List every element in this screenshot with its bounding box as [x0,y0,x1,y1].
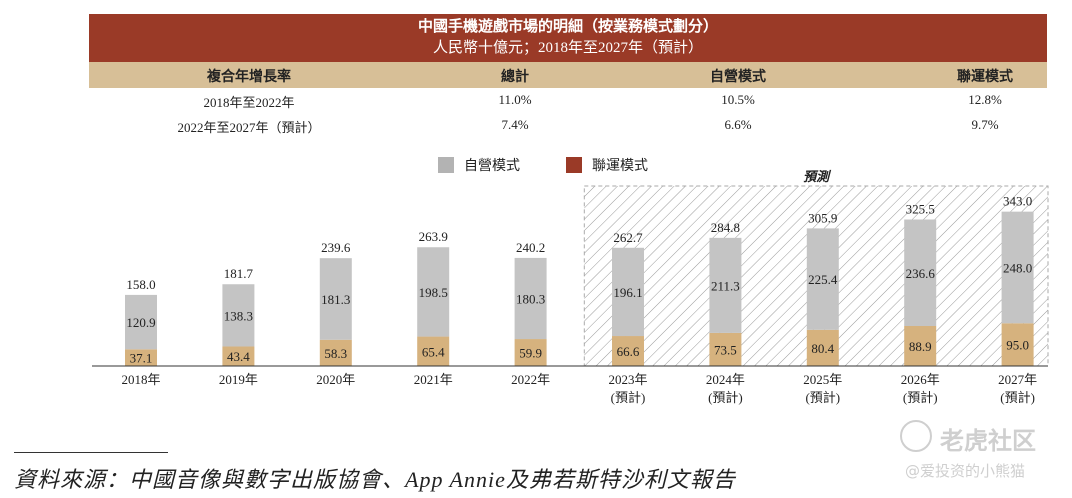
data-label-total: 181.7 [224,266,254,281]
footer-divider [14,452,168,453]
bar-segment-joint [514,339,547,366]
cagr-value: 11.0% [498,92,532,107]
bar-segment-joint [1001,323,1034,366]
data-label-joint: 95.0 [1006,338,1029,353]
data-label-total: 239.6 [321,240,351,255]
cagr-col-label: 複合年增長率 [207,70,291,85]
data-label-joint: 58.3 [324,346,347,361]
data-label-joint: 37.1 [130,351,153,366]
data-label-self: 138.3 [224,308,253,323]
data-label-total: 284.8 [711,220,740,235]
stacked-bar-chart: 預測 自營模式 聯運模式 37.1 120.9 158.0 43.4 138.3 181.7… [92,157,1049,405]
bar-segment-self [1001,211,1034,324]
data-label-self: 196.1 [613,285,642,300]
legend-label: 自營模式 [464,158,520,174]
data-label-joint: 88.9 [909,339,932,354]
data-label-self: 180.3 [516,291,545,306]
cagr-row-2: 2022年至2027年（預計） 7.4% 6.6% 9.7% [89,117,1047,139]
data-label-total: 263.9 [419,229,448,244]
data-label-self: 236.6 [906,266,936,281]
x-tick-label: 2022年 [511,372,550,387]
bar-segment-self [125,294,157,350]
cagr-value: 12.8% [968,92,1002,107]
bar-segment-self [514,257,547,340]
data-label-self: 181.3 [321,292,350,307]
x-tick-sublabel: (預計) [1000,390,1035,405]
bar-segment-self [222,284,255,347]
watermark-user: @爱投资的小熊猫 [905,462,1026,480]
bar-segment-self [806,228,839,330]
chart-subtitle: 人民幣十億元；2018年至2027年（預計） [432,40,703,56]
cagr-row-1: 2018年至2022年 11.0% 10.5% 12.8% [89,92,1047,114]
x-tick-sublabel: (預計) [903,390,938,405]
bar-segment-joint [709,332,742,366]
data-label-self: 248.0 [1003,260,1032,275]
legend-swatch [566,157,582,173]
forecast-label: 預測 [803,169,832,184]
x-tick-sublabel: (預計) [708,390,743,405]
tiger-logo-icon [900,420,932,452]
bar-segment-self [319,258,352,340]
watermark-brand: 老虎社区 [898,420,1058,455]
legend-label: 聯運模式 [592,158,648,174]
bar-segment-self [904,219,937,326]
bar-segment-joint [806,329,839,366]
data-label-self: 120.9 [126,315,155,330]
data-label-self: 225.4 [808,272,838,287]
x-tick-label: 2019年 [219,372,258,387]
x-tick-label: 2027年 [998,372,1037,387]
data-label-joint: 65.4 [422,344,445,359]
data-label-joint: 66.6 [617,344,640,359]
cagr-period: 2018年至2022年 [203,95,295,110]
data-label-joint: 43.4 [227,349,250,364]
cagr-col-self: 自營模式 [710,70,766,85]
source-note: 資料來源：中國音像與數字出版協會、App Annie及弗若斯特沙利文報告 [14,467,736,492]
x-tick-label: 2020年 [316,372,355,387]
data-label-self: 211.3 [711,278,740,293]
bar-segment-self [612,247,644,337]
cagr-value: 7.4% [501,117,529,132]
data-label-total: 343.0 [1003,194,1032,209]
data-label-total: 158.0 [126,277,155,292]
x-tick-sublabel: (預計) [805,390,840,405]
cagr-value: 9.7% [971,117,999,132]
data-label-total: 240.2 [516,240,545,255]
x-tick-label: 2025年 [803,372,842,387]
chart-title: 中國手機遊戲市場的明細（按業務模式劃分） [417,19,718,35]
cagr-table-header: 複合年增長率 總計 自營模式 聯運模式 [89,62,1047,88]
cagr-value: 6.6% [724,117,752,132]
x-tick-label: 2018年 [121,372,160,387]
legend-swatch [438,157,454,173]
bar-segment-joint [904,325,937,366]
data-label-joint: 59.9 [519,346,542,361]
bar-segment-joint [222,346,255,366]
cagr-value: 10.5% [721,92,755,107]
bar-segment-joint [319,339,352,366]
data-label-total: 325.5 [906,202,935,217]
x-tick-label: 2023年 [608,372,647,387]
x-tick-label: 2021年 [414,372,453,387]
x-tick-label: 2026年 [901,372,940,387]
bar-segment-self [417,247,450,337]
x-tick-sublabel: (預計) [611,390,646,405]
cagr-col-total: 總計 [501,70,529,85]
data-label-joint: 73.5 [714,342,737,357]
title-banner: 中國手機遊戲市場的明細（按業務模式劃分） 人民幣十億元；2018年至2027年（… [89,14,1047,62]
data-label-total: 305.9 [808,210,837,225]
watermark-brand-text: 老虎社区 [940,427,1036,455]
bar-segment-self [709,237,742,333]
data-label-joint: 80.4 [811,341,834,356]
bar-segment-joint [125,349,157,366]
data-label-self: 198.5 [419,285,448,300]
bar-segment-joint [612,336,644,366]
data-label-total: 262.7 [613,230,643,245]
cagr-col-joint: 聯運模式 [957,70,1013,85]
x-tick-label: 2024年 [706,372,745,387]
cagr-period: 2022年至2027年（預計） [177,120,321,135]
bar-segment-joint [417,336,450,366]
